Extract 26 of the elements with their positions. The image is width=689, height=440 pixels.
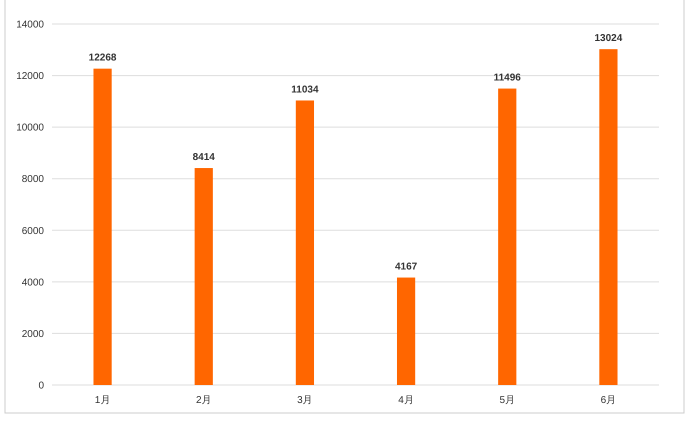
data-label: 4167 bbox=[394, 262, 418, 273]
x-tick-label: 3月 bbox=[297, 395, 313, 406]
bar bbox=[296, 100, 314, 385]
x-tick-label: 5月 bbox=[499, 395, 516, 406]
data-label: 13024 bbox=[594, 33, 623, 44]
x-tick-label: 1月 bbox=[94, 395, 110, 406]
bar bbox=[194, 168, 213, 385]
data-label: 8414 bbox=[192, 152, 216, 164]
y-tick-label: 4000 bbox=[22, 277, 44, 288]
x-tick-label: 4月 bbox=[398, 395, 414, 406]
data-label: 12268 bbox=[88, 52, 117, 64]
bar bbox=[93, 68, 112, 385]
y-tick-label: 0 bbox=[38, 380, 44, 392]
bar bbox=[396, 278, 416, 385]
y-tick-label: 2000 bbox=[22, 328, 44, 340]
y-tick-label: 14000 bbox=[16, 20, 44, 30]
bar bbox=[498, 88, 516, 385]
x-tick-label: 2月 bbox=[196, 395, 212, 406]
y-tick-label: 12000 bbox=[16, 71, 44, 82]
data-label: 11496 bbox=[494, 72, 522, 84]
y-tick-label: 8000 bbox=[22, 174, 44, 186]
data-label: 11034 bbox=[291, 84, 319, 96]
bar bbox=[599, 49, 618, 385]
x-tick-label: 6月 bbox=[600, 395, 616, 406]
y-tick-label: 10000 bbox=[16, 122, 44, 134]
y-tick-label: 6000 bbox=[22, 226, 44, 237]
